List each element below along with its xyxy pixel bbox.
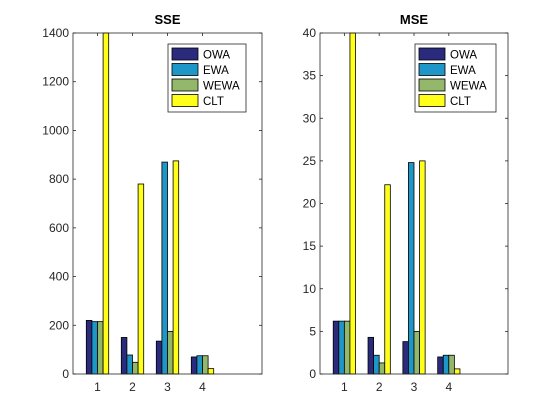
chart-panel-2: 0 5 10 15 20 25 30 35 40 1 2 3 4 MSE OWA EWA WEWA CLT	[303, 12, 509, 394]
legend-label-owa: OWA	[450, 50, 477, 62]
bar-clt-4	[453, 368, 461, 375]
y-tick-label: 20	[303, 197, 317, 211]
y-tick-label: 30	[303, 111, 317, 125]
x-tick-label: 3	[411, 380, 418, 394]
bar-owa-2	[120, 337, 128, 375]
y-tick-label: 1200	[42, 75, 69, 89]
bar-wewa-4	[202, 355, 209, 375]
bar-ewa-4	[442, 354, 450, 375]
bar-wewa-1	[97, 321, 104, 375]
bar-wewa-1	[343, 320, 351, 375]
y-tick-label: 25	[303, 154, 317, 168]
y-tick-label: 400	[49, 270, 69, 284]
bar-owa-2	[367, 336, 375, 375]
legend-swatch-wewa	[418, 78, 446, 92]
legend-swatch-ewa	[171, 63, 199, 76]
legend: OWA EWA WEWA CLT	[167, 43, 247, 113]
bar-wewa-3	[167, 330, 174, 375]
bar-owa-1	[85, 320, 93, 375]
chart-panel-1: 0 200 400 600 800 1000 1200 1400 1 2 3 4 SSE OWA EWA WE…	[42, 12, 263, 394]
x-tick-label: 1	[94, 380, 101, 394]
legend-swatch-clt	[171, 94, 199, 107]
x-tick-label: 3	[164, 380, 171, 394]
x-tick-label: 2	[376, 380, 383, 394]
y-tick-label: 1000	[42, 123, 69, 137]
bar-ewa-1	[338, 320, 345, 375]
bar-ewa-1	[91, 321, 98, 375]
bar-ewa-2	[373, 354, 380, 375]
bar-owa-3	[402, 341, 409, 375]
bar-ewa-4	[196, 355, 203, 375]
chart-title: SSE	[154, 12, 180, 27]
y-tick-label: 10	[303, 282, 317, 296]
bar-ewa-3	[408, 162, 415, 375]
x-tick-label: 4	[445, 380, 452, 394]
bar-owa-4	[190, 356, 198, 375]
legend-label-wewa: WEWA	[203, 81, 240, 93]
x-tick-label: 1	[341, 380, 348, 394]
y-tick-label: 1400	[42, 26, 69, 40]
bar-wewa-2	[378, 362, 386, 375]
legend-swatch-owa	[171, 47, 199, 61]
bar-clt-1	[349, 32, 356, 375]
bar-clt-4	[207, 368, 215, 375]
bar-clt-2	[384, 184, 391, 375]
legend-label-clt: CLT	[450, 96, 471, 108]
bar-ewa-2	[126, 354, 133, 375]
y-tick-label: 0	[309, 367, 316, 381]
y-tick-label: 15	[303, 239, 317, 253]
y-tick-label: 600	[49, 221, 69, 235]
legend-swatch-wewa	[171, 78, 199, 92]
bar-owa-3	[155, 340, 163, 375]
y-tick-label: 0	[62, 367, 69, 381]
bar-clt-3	[419, 160, 426, 375]
bar-clt-1	[102, 32, 110, 375]
bar-clt-2	[137, 183, 145, 375]
bar-wewa-3	[413, 330, 420, 375]
legend-swatch-owa	[418, 47, 446, 61]
legend: OWA EWA WEWA CLT	[414, 43, 497, 113]
legend-label-wewa: WEWA	[450, 81, 487, 93]
bar-ewa-3	[161, 161, 168, 375]
legend-label-clt: CLT	[203, 96, 224, 108]
bar-owa-4	[437, 356, 444, 375]
y-tick-label: 5	[309, 324, 316, 338]
legend-swatch-ewa	[418, 63, 446, 76]
x-tick-label: 2	[129, 380, 136, 394]
bar-wewa-4	[448, 354, 455, 375]
bar-owa-1	[332, 320, 340, 375]
bar-wewa-2	[132, 361, 139, 375]
y-tick-label: 800	[49, 172, 69, 186]
legend-swatch-clt	[418, 94, 446, 107]
x-tick-label: 4	[199, 380, 206, 394]
legend-label-ewa: EWA	[450, 65, 476, 77]
y-tick-label: 35	[303, 69, 317, 83]
chart-title: MSE	[400, 12, 429, 27]
bar-clt-3	[172, 160, 180, 375]
legend-label-owa: OWA	[203, 50, 230, 62]
y-tick-label: 40	[303, 26, 317, 40]
y-tick-label: 200	[49, 318, 69, 332]
legend-label-ewa: EWA	[203, 65, 229, 77]
